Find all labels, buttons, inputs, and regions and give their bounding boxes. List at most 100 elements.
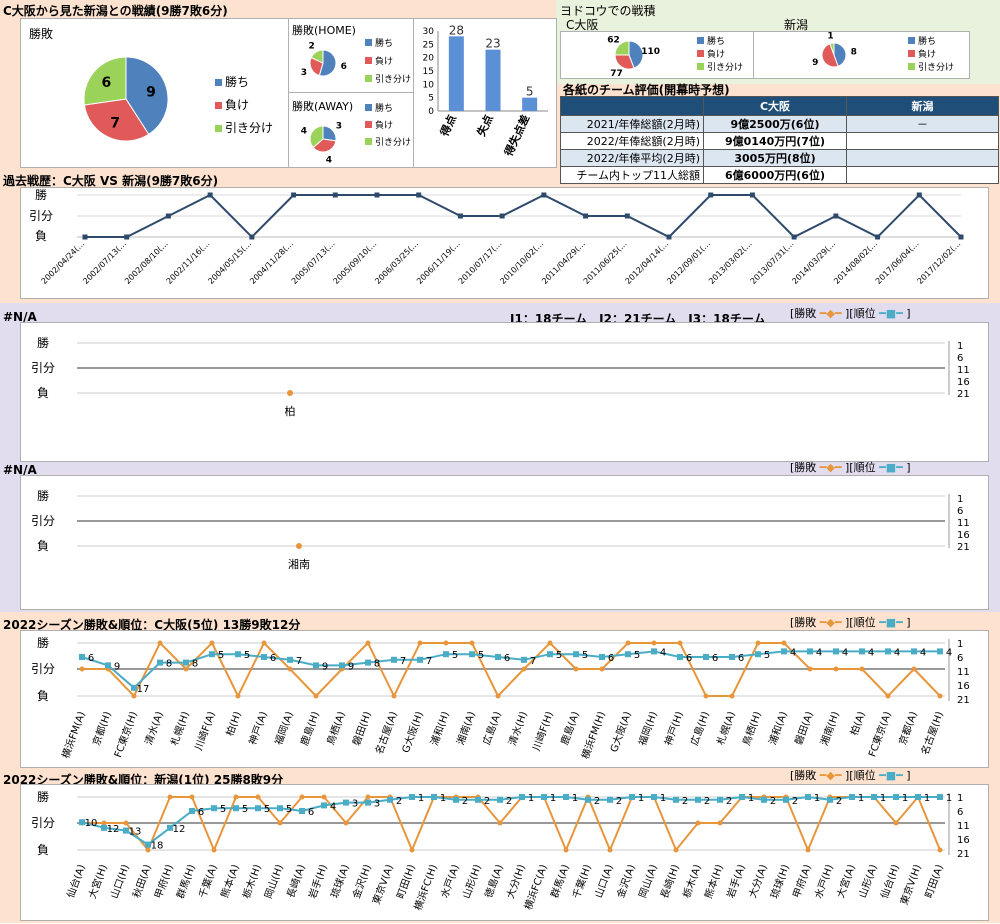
season_niigata-opponent-label: 群馬(A)	[548, 862, 572, 899]
history-date-label: 2011/04/29(…	[540, 239, 587, 286]
history-date-label: 2005/07/13(…	[290, 239, 337, 286]
na2-result-point	[296, 543, 302, 549]
season_niigata-rank-point	[695, 796, 701, 803]
yodoko-team-b: 新潟	[784, 18, 809, 32]
season_cosaka-result-point	[209, 640, 215, 646]
season_niigata-rank-line	[81, 795, 940, 846]
na1-rank-tick: 11	[957, 365, 970, 376]
season_cosaka-result-point	[911, 666, 917, 672]
season_cosaka-rank-label: 4	[946, 647, 952, 658]
season_niigata-rank-point	[145, 841, 151, 848]
season_cosaka-rank-label: 4	[868, 647, 874, 658]
history-chart: 勝引分負2002/04/24(…2002/07/13(…2002/08/10(……	[29, 187, 964, 286]
yodoko-a-pie-slice	[614, 54, 635, 70]
season_cosaka-rank-point	[469, 651, 475, 658]
season_cosaka-rank-label: 4	[920, 647, 926, 658]
season_niigata-rank-label: 2	[616, 796, 622, 807]
history-point	[541, 192, 547, 198]
season_cosaka-result-point	[235, 693, 241, 699]
season_cosaka-result-point	[885, 693, 891, 699]
away-pie-slice-label: 4	[301, 126, 307, 136]
season_cosaka-result-point	[729, 693, 735, 699]
goals-tick-label: 15	[423, 67, 434, 77]
yodoko-team-a: C大阪	[566, 18, 599, 32]
yodoko-b-pie: 8 9 1	[812, 32, 857, 68]
season_cosaka-result-point	[287, 666, 293, 672]
season_cosaka-rank-label: 5	[582, 650, 588, 661]
season_niigata-rank-point	[233, 805, 239, 812]
history-date-label: 2011/06/25(…	[582, 239, 629, 286]
yodoko-a-pie-slice-label: 77	[610, 69, 623, 78]
season_niigata-rank-point	[497, 796, 503, 803]
season_niigata-opponent-label: 栃木(H)	[240, 862, 264, 900]
history-point	[332, 192, 338, 198]
season_cosaka-rank-label: 7	[296, 656, 302, 667]
season_niigata-opponent-label: 金沢(H)	[350, 862, 374, 900]
history-point	[374, 192, 380, 198]
yodoko-b-panel: 8 9 1 勝ち 負け 引き分け	[753, 31, 970, 79]
home-pie-slice	[318, 49, 337, 77]
season_niigata-rank-label: 1	[748, 793, 754, 804]
season_niigata-opponent-label: 甲府(A)	[790, 862, 814, 899]
season_cosaka-opponent-label: 名古屋(A)	[372, 709, 400, 755]
season_niigata-opponent-label: 岩手(H)	[306, 862, 330, 900]
season_cosaka-rank-point	[937, 648, 943, 655]
yodoko-title: ヨドコウでの戦積	[560, 4, 656, 18]
table-row: 2021/年俸総額(2月時) 9億2500万(6位) －	[560, 115, 999, 133]
history-date-label: 2012/09/01(…	[665, 239, 712, 286]
season-niigata-legend: [勝敗 ━◆━ ][順位 ━■━ ]	[790, 769, 911, 782]
season_niigata-rank-label: 13	[129, 827, 142, 838]
season_cosaka-rank-point	[131, 684, 137, 691]
season_cosaka-rank-label: 9	[322, 661, 328, 672]
na2-legend: [勝敗 ━◆━ ][順位 ━■━ ]	[790, 461, 911, 474]
history-date-label: 2013/07/31(…	[749, 239, 796, 286]
season_cosaka-rank-label: 9	[348, 661, 354, 672]
season_niigata-rank-point	[343, 799, 349, 806]
na2-y-label: 勝	[37, 488, 49, 503]
season_niigata-rank-label: 2	[594, 796, 600, 807]
season_niigata-rank-label: 2	[462, 796, 468, 807]
season_niigata-rank-point	[651, 794, 657, 800]
history-point	[624, 213, 630, 219]
season_niigata-opponent-label: 千葉(H)	[570, 862, 594, 900]
season_cosaka-rank-point	[365, 659, 371, 666]
na1-rank-tick: 16	[957, 377, 970, 388]
season_cosaka-rank-label: 6	[88, 653, 94, 664]
season_cosaka-opponent-label: 鳥栖(A)	[324, 709, 348, 746]
season_cosaka-result-point	[157, 640, 163, 646]
total-pie-slice	[83, 56, 127, 106]
season_cosaka-opponent-label: 磐田(H)	[350, 709, 374, 747]
season_niigata-rank-label: 2	[726, 796, 732, 807]
season_niigata-result-point	[937, 847, 943, 853]
yodoko-b-pie-slice	[829, 42, 835, 56]
season_niigata-rank-label: 1	[902, 793, 908, 804]
season_niigata-rank-label: 5	[242, 804, 248, 815]
season_cosaka-result-point	[417, 640, 423, 646]
season_niigata-rank-label: 5	[264, 804, 270, 815]
season_cosaka-opponent-label: 鹿島(A)	[558, 709, 582, 746]
season_cosaka-rank-label: 5	[764, 650, 770, 661]
goals-tick-label: 10	[423, 80, 435, 90]
page-title: C大阪から見た新潟との戦績(9勝7敗6分)	[3, 4, 228, 18]
goals-category-label: 得失点差	[501, 112, 533, 159]
season_cosaka-rank-point	[911, 648, 917, 655]
season_cosaka-rank-point	[495, 654, 501, 660]
season_cosaka-rank-point	[573, 651, 579, 658]
season_niigata-result-point	[321, 794, 327, 800]
season_cosaka-rank-label: 6	[686, 653, 692, 664]
na2-rank-tick: 16	[957, 530, 970, 541]
season_niigata-rank-point	[321, 802, 327, 809]
history-date-label: 2002/04/24(…	[40, 239, 87, 286]
season_cosaka-rank-tick: 16	[957, 681, 970, 692]
season-niigata-panel: 勝引分負 1 6 11 16 21 10 12 13 18 12 6 5 5 5 5 6 4 3 3 2 1 1 2 2 2 1 1 1…	[20, 784, 989, 921]
season_niigata-rank-point	[563, 794, 569, 800]
season_niigata-result-point	[695, 820, 701, 826]
season_niigata-result-point	[343, 820, 349, 826]
season_niigata-rank-tick: 6	[957, 807, 963, 818]
season_niigata-rank-tick: 21	[957, 849, 970, 860]
history-point	[207, 192, 213, 198]
na2-rank-tick: 1	[957, 494, 963, 505]
season_niigata-rank-point	[585, 796, 591, 803]
goals-tick-label: 0	[428, 107, 434, 117]
